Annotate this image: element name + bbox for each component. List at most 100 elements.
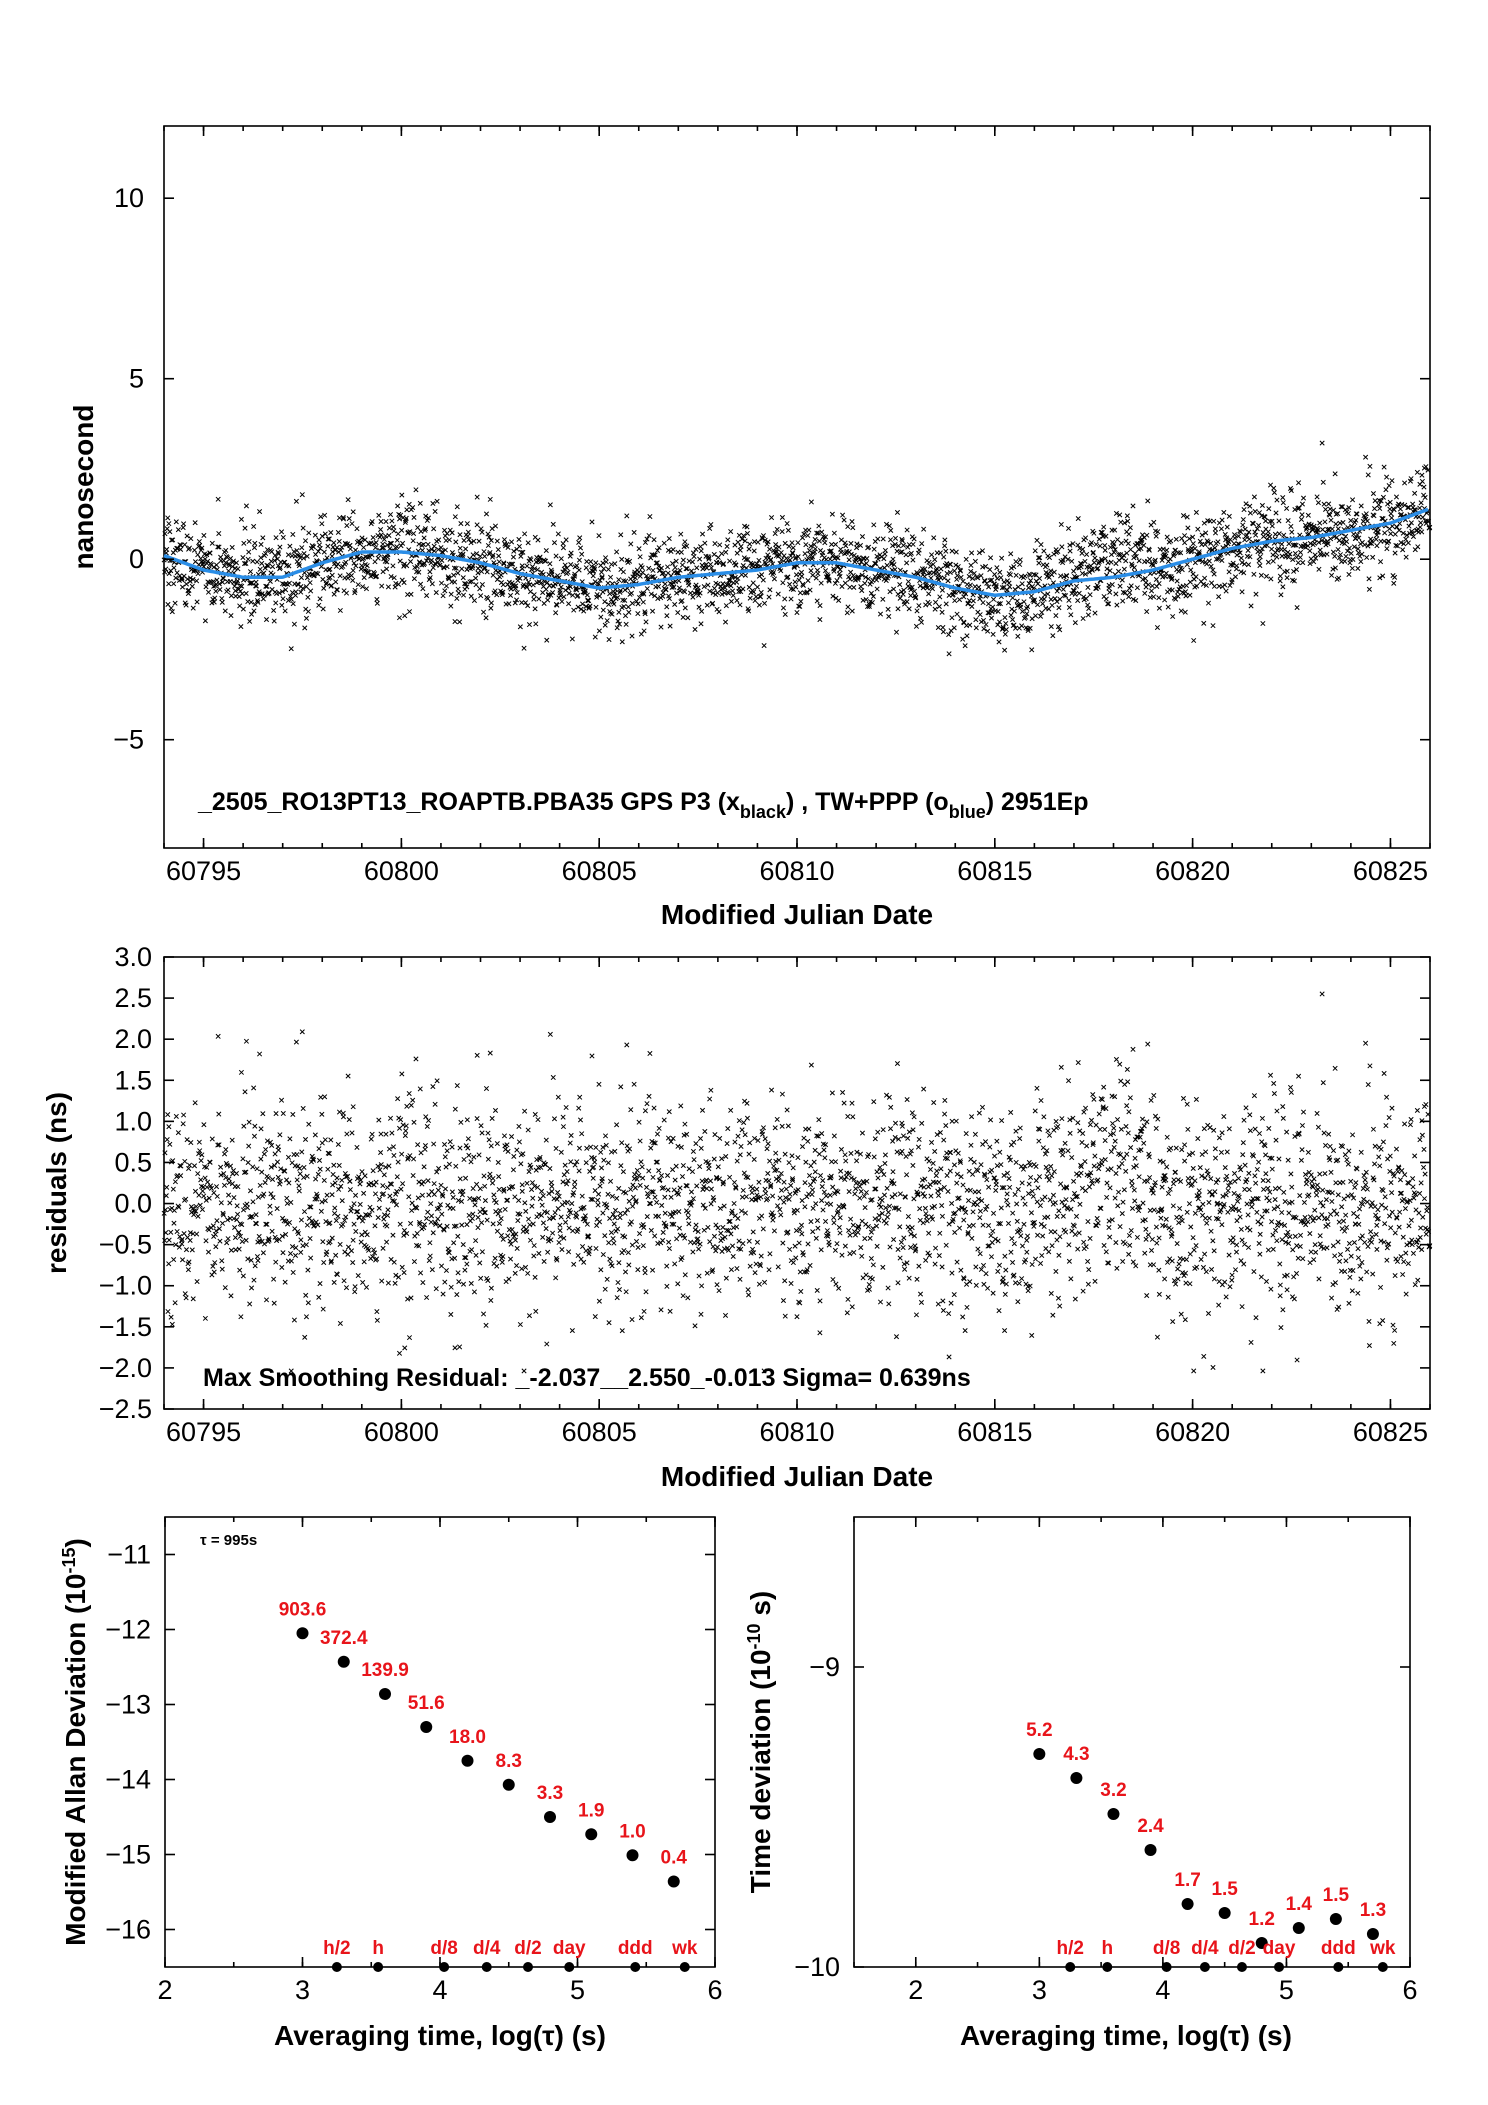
offset-point (1392, 531, 1398, 537)
residual-point (880, 1264, 886, 1270)
offset-point (954, 611, 960, 617)
residual-point (457, 1344, 463, 1350)
offset-point (554, 602, 560, 608)
residual-point (184, 1137, 190, 1143)
offset-point (696, 592, 702, 598)
offset-point (248, 599, 254, 605)
offset-point (1076, 590, 1082, 596)
offset-point (1156, 595, 1162, 601)
offset-point (1103, 533, 1109, 539)
residual-point (804, 1194, 810, 1200)
offset-point (903, 552, 909, 558)
residual-point (869, 1276, 875, 1282)
residual-point (626, 1262, 632, 1268)
offset-point (841, 517, 847, 523)
residual-point (723, 1153, 729, 1159)
offset-point (347, 546, 353, 552)
residual-point (637, 1182, 643, 1188)
residual-point (336, 1162, 342, 1168)
residual-point (494, 1263, 500, 1269)
offset-point (600, 560, 606, 566)
offset-point (1350, 497, 1356, 503)
residual-point (964, 1304, 970, 1310)
residual-point (221, 1182, 228, 1188)
residual-point (673, 1163, 679, 1169)
residual-point (402, 1345, 408, 1351)
offset-point (521, 645, 527, 651)
residual-point (395, 1274, 402, 1280)
offset-point (1032, 548, 1038, 554)
offset-point (467, 579, 473, 585)
offset-point (510, 554, 517, 560)
residual-point (829, 1159, 835, 1165)
residual-point (334, 1175, 340, 1181)
residual-point (516, 1197, 522, 1203)
offset-point (1383, 487, 1389, 493)
residual-point (790, 1165, 796, 1171)
residual-point (226, 1192, 232, 1198)
residual-point (393, 1272, 399, 1278)
offset-point (596, 628, 602, 634)
offset-point (779, 529, 785, 535)
residual-point (196, 1139, 202, 1145)
residual-point (908, 1244, 914, 1250)
offset-point (1036, 560, 1042, 566)
offset-point (278, 529, 285, 535)
offset-point (321, 585, 327, 591)
offset-point (898, 549, 904, 556)
offset-point (968, 562, 974, 568)
offset-point (755, 539, 761, 545)
residual-point (540, 1193, 546, 1199)
residual-point (799, 1231, 805, 1237)
offset-point (394, 537, 400, 543)
offset-point (427, 575, 433, 581)
residual-point (717, 1135, 723, 1141)
residual-point (699, 1107, 706, 1113)
offset-point (857, 542, 864, 549)
offset-point (1393, 494, 1400, 500)
offset-point (216, 530, 222, 537)
residual-point (518, 1161, 524, 1167)
residual-point (478, 1123, 484, 1129)
offset-point (1370, 491, 1376, 497)
residual-point (593, 1245, 599, 1252)
residual-point (251, 1277, 257, 1283)
offset-point (207, 550, 213, 556)
residual-point (374, 1309, 380, 1315)
offset-point (350, 577, 356, 583)
offset-point (849, 608, 855, 614)
offset-point (328, 529, 334, 536)
panel1-frame (163, 125, 1431, 849)
offset-point (1266, 506, 1272, 512)
residual-point (525, 1270, 531, 1276)
residual-point (431, 1141, 437, 1147)
offset-point (429, 581, 435, 587)
residual-point (481, 1173, 487, 1179)
offset-point (848, 540, 854, 546)
offset-point (579, 601, 586, 607)
residual-point (841, 1100, 847, 1106)
residual-point (643, 1184, 650, 1190)
offset-point (816, 523, 822, 529)
residual-point (938, 1166, 944, 1172)
offset-point (550, 590, 556, 596)
residual-point (766, 1178, 772, 1184)
offset-point (624, 513, 630, 519)
residual-point (519, 1188, 525, 1194)
residual-point (661, 1117, 667, 1123)
offset-point (598, 614, 604, 620)
offset-point (394, 544, 400, 550)
residual-point (678, 1103, 684, 1109)
residual-point (577, 1094, 583, 1100)
residual-point (775, 1264, 781, 1270)
offset-point (1182, 540, 1188, 546)
residual-point (734, 1224, 740, 1230)
residual-point (569, 1200, 575, 1207)
offset-point (675, 610, 681, 616)
residual-point (496, 1174, 502, 1180)
offset-point (901, 587, 907, 593)
residual-point (312, 1132, 318, 1138)
residual-point (404, 1103, 410, 1109)
offset-point (872, 573, 878, 580)
residual-point (502, 1206, 508, 1212)
